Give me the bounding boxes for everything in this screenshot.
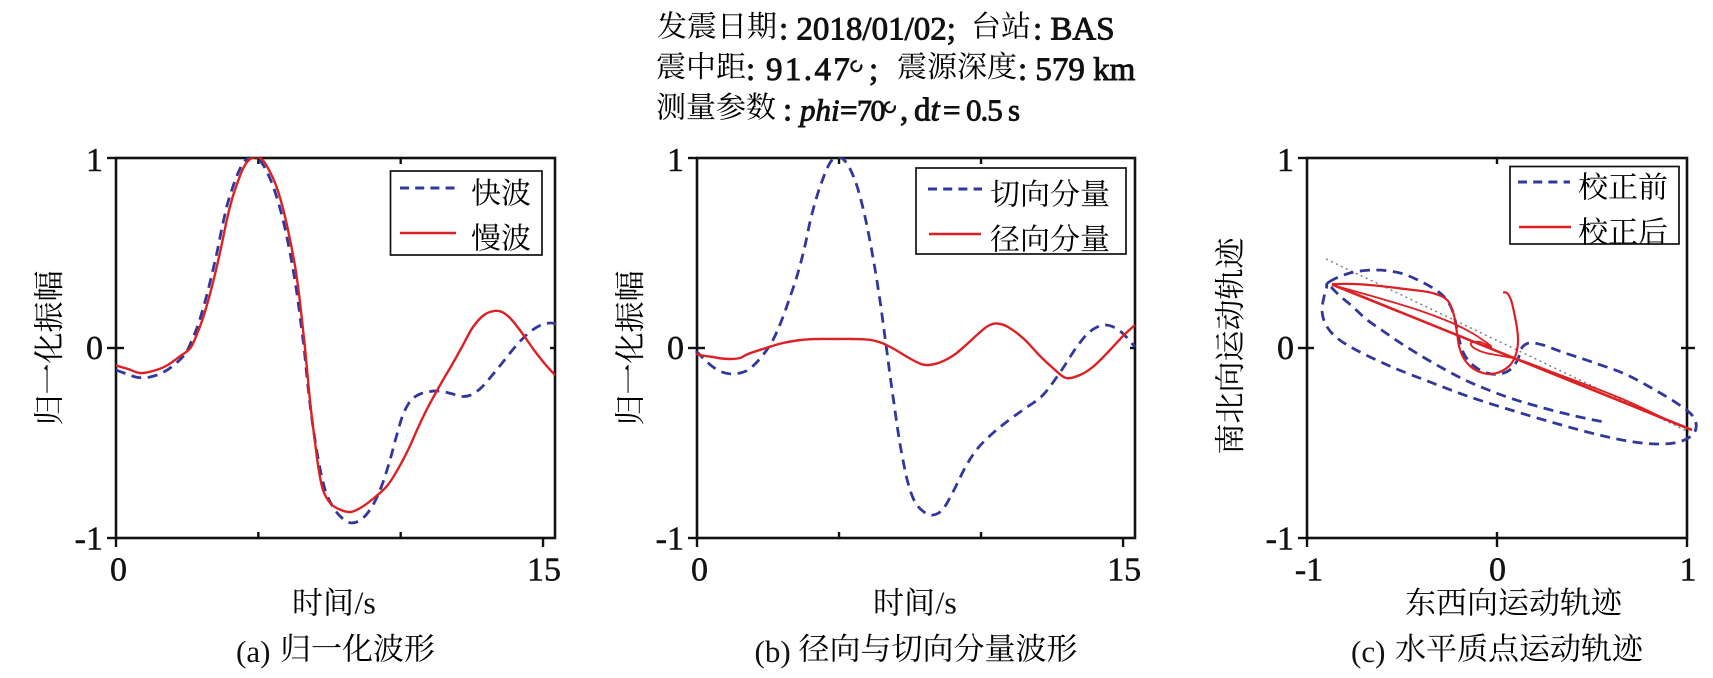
svg-text:-1: -1 xyxy=(1266,521,1294,558)
svg-text:15: 15 xyxy=(1107,552,1141,589)
svg-text:0: 0 xyxy=(667,330,684,367)
svg-text:-1: -1 xyxy=(1295,552,1323,589)
svg-text:;: ; xyxy=(869,52,878,88)
svg-text:s: s xyxy=(1008,93,1020,128)
svg-text:d: d xyxy=(914,93,931,129)
svg-text:/s: /s xyxy=(936,585,957,621)
svg-text:: BAS: : BAS xyxy=(1033,12,1115,48)
svg-text:70: 70 xyxy=(857,95,885,128)
svg-text:: 579 km: : 579 km xyxy=(1018,52,1136,88)
svg-text:0: 0 xyxy=(86,330,103,367)
svg-text:1: 1 xyxy=(667,142,684,179)
svg-text::: : xyxy=(746,52,755,88)
svg-text:,: , xyxy=(900,93,908,129)
svg-text:: 2018/01/02;: : 2018/01/02; xyxy=(779,12,956,48)
svg-text:(c): (c) xyxy=(1351,634,1385,669)
svg-text:/s: /s xyxy=(355,585,376,621)
svg-text:1: 1 xyxy=(1277,142,1294,179)
svg-text:0: 0 xyxy=(1489,552,1506,589)
svg-text:-1: -1 xyxy=(656,521,684,558)
svg-text:=: = xyxy=(840,93,857,128)
svg-text:1: 1 xyxy=(86,142,103,179)
svg-text:0: 0 xyxy=(1277,330,1294,367)
svg-text:0: 0 xyxy=(110,552,127,589)
svg-text:91.47: 91.47 xyxy=(766,52,852,88)
svg-text:0.5: 0.5 xyxy=(966,93,1002,128)
svg-text:(b): (b) xyxy=(755,634,791,669)
svg-text:phi: phi xyxy=(798,93,840,128)
svg-text:-1: -1 xyxy=(75,521,103,558)
svg-text::: : xyxy=(783,93,792,129)
svg-text:=: = xyxy=(943,93,960,128)
svg-text:(a): (a) xyxy=(236,634,270,669)
svg-text:15: 15 xyxy=(527,552,561,589)
svg-text:t: t xyxy=(931,93,941,129)
svg-text:1: 1 xyxy=(1680,552,1697,589)
svg-text:0: 0 xyxy=(691,552,708,589)
